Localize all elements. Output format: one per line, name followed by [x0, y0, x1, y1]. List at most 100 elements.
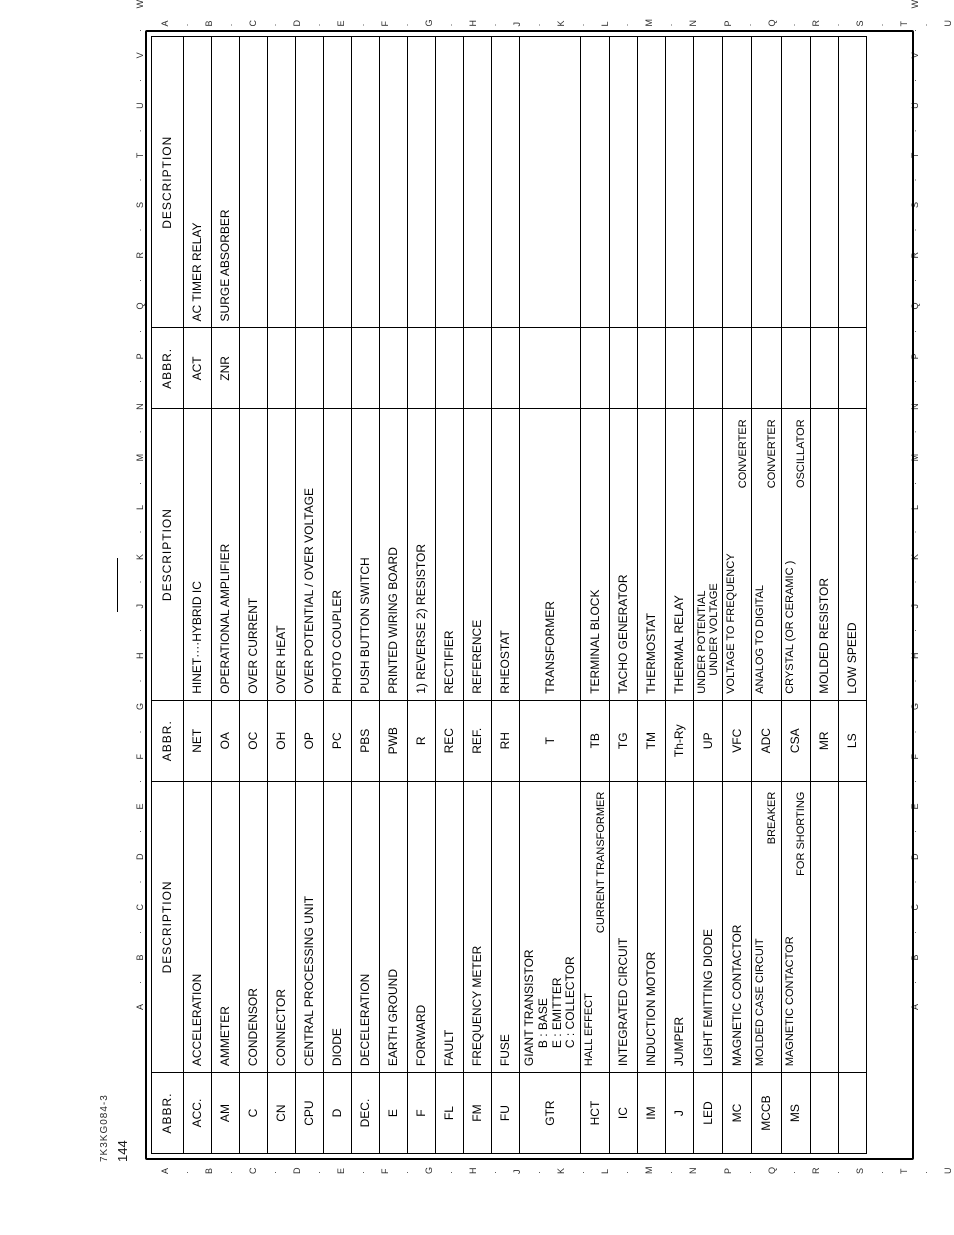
grid-letter: ·: [790, 1166, 799, 1175]
grid-letter: R: [812, 18, 821, 27]
abbr-cell: FM: [464, 1073, 492, 1154]
table-row: ACC.ACCELERATIONNETHINET····HYBRID ICACT…: [184, 37, 212, 1154]
abbr-cell: [324, 328, 352, 409]
desc-cell: TACHO GENERATOR: [610, 409, 638, 700]
grid-letter: A: [161, 1166, 170, 1175]
abbr-cell: MCCB: [752, 1073, 781, 1154]
desc-cell: [666, 37, 694, 328]
table-row: DDIODEPCPHOTO COUPLER: [324, 37, 352, 1154]
table-row: MCCBMOLDED CASE CIRCUITBREAKERADCANALOG …: [752, 37, 781, 1154]
desc-cell: [296, 37, 324, 328]
abbr-cell: F: [408, 1073, 436, 1154]
grid-letter: T: [900, 1166, 909, 1175]
grid-letter: ·: [579, 1166, 588, 1175]
desc-cell: PRINTED WIRING BOARD: [380, 409, 408, 700]
desc-cell: [436, 37, 464, 328]
grid-letter: Q: [768, 18, 777, 27]
desc-cell: [838, 781, 866, 1072]
abbr-cell: PWB: [380, 700, 408, 781]
desc-cell: RECTIFIER: [436, 409, 464, 700]
desc-cell: ANALOG TO DIGITALCONVERTER: [752, 409, 781, 700]
table-row: MCMAGNETIC CONTACTORVFCVOLTAGE TO FREQUE…: [723, 37, 752, 1154]
desc-cell: THERMAL RELAY: [666, 409, 694, 700]
grid-letter: P: [724, 1166, 733, 1175]
desc-cell: [268, 37, 296, 328]
col-header-abbr-1: ABBR.: [152, 1073, 184, 1154]
grid-letter: G: [425, 18, 434, 27]
grid-letter: B: [205, 18, 214, 27]
desc-cell: FUSE: [492, 781, 520, 1072]
table-row: FMFREQUENCY METERREF.REFERENCE: [464, 37, 492, 1154]
desc-cell: RHEOSTAT: [492, 409, 520, 700]
abbr-cell: PC: [324, 700, 352, 781]
grid-letter: ·: [227, 18, 236, 27]
abbr-cell: MC: [723, 1073, 752, 1154]
grid-letter: ·: [271, 1166, 280, 1175]
desc-cell: [492, 37, 520, 328]
desc-cell: [810, 781, 838, 1072]
grid-letter: P: [724, 18, 733, 27]
grid-letter: ·: [922, 18, 931, 27]
abbr-cell: [810, 328, 838, 409]
abbr-cell: OH: [268, 700, 296, 781]
abbr-cell: ACT: [184, 328, 212, 409]
table-row: ICINTEGRATED CIRCUITTGTACHO GENERATOR: [610, 37, 638, 1154]
grid-letter: N: [689, 1166, 698, 1175]
desc-cell: GIANT TRANSISTORB : BASEE : EMITTERC : C…: [520, 781, 581, 1072]
abbr-cell: REF.: [464, 700, 492, 781]
grid-letter: K: [557, 1166, 566, 1175]
grid-letter: ·: [447, 18, 456, 27]
grid-letter: J: [513, 1166, 522, 1175]
abbr-cell: [610, 328, 638, 409]
desc-cell: [464, 37, 492, 328]
grid-letter: ·: [447, 1166, 456, 1175]
desc-cell: OVER HEAT: [268, 409, 296, 700]
grid-letter: M: [645, 1166, 654, 1175]
abbr-cell: FU: [492, 1073, 520, 1154]
grid-letter: E: [337, 18, 346, 27]
abbr-cell: TM: [638, 700, 666, 781]
desc-cell: ACCELERATION: [184, 781, 212, 1072]
document-number: 7K3KG084-3: [99, 1094, 110, 1162]
abbr-cell: UP: [694, 700, 723, 781]
drawing-frame: ABBR. DESCRIPTION ABBR. DESCRIPTION ABBR…: [145, 30, 914, 1160]
table-row: LEDLIGHT EMITTING DIODEUPUNDER POTENTIAL…: [694, 37, 723, 1154]
table-row: EEARTH GROUNDPWBPRINTED WIRING BOARD: [380, 37, 408, 1154]
abbr-cell: CN: [268, 1073, 296, 1154]
desc-cell: [781, 37, 810, 328]
grid-letter: ·: [227, 1166, 236, 1175]
grid-letter: S: [856, 18, 865, 27]
desc-cell: THERMOSTAT: [638, 409, 666, 700]
grid-letter: ·: [491, 1166, 500, 1175]
grid-letter: ·: [403, 1166, 412, 1175]
desc-cell: FREQUENCY METER: [464, 781, 492, 1072]
abbr-cell: [380, 328, 408, 409]
table-row: MSMAGNETIC CONTACTORFOR SHORTINGCSACRYST…: [781, 37, 810, 1154]
abbr-cell: RH: [492, 700, 520, 781]
grid-letter: L: [601, 1166, 610, 1175]
grid-letter: E: [337, 1166, 346, 1175]
drawing-sheet: 7K3KG084-3 144 A · B · C · D · E · F · G…: [145, 30, 914, 1160]
table-header-row: ABBR. DESCRIPTION ABBR. DESCRIPTION ABBR…: [152, 37, 184, 1154]
table-row: GTRGIANT TRANSISTORB : BASEE : EMITTERC …: [520, 37, 581, 1154]
grid-letter: ·: [746, 1166, 755, 1175]
grid-letter: S: [856, 1166, 865, 1175]
desc-cell: DECELERATION: [352, 781, 380, 1072]
desc-cell: MAGNETIC CONTACTOR: [723, 781, 752, 1072]
desc-cell: LIGHT EMITTING DIODE: [694, 781, 723, 1072]
grid-letter: C: [249, 1166, 258, 1175]
grid-letter: ·: [623, 1166, 632, 1175]
desc-cell: MOLDED RESISTOR: [810, 409, 838, 700]
abbr-cell: Th-Ry: [666, 700, 694, 781]
desc-cell: TRANSFORMER: [520, 409, 581, 700]
desc-cell: INDUCTION MOTOR: [638, 781, 666, 1072]
grid-letter: ·: [359, 1166, 368, 1175]
abbr-cell: ZNR: [212, 328, 240, 409]
abbr-cell: IC: [610, 1073, 638, 1154]
desc-cell: CENTRAL PROCESSING UNIT: [296, 781, 324, 1072]
abbr-cell: MS: [781, 1073, 810, 1154]
table-row: HCTHALL EFFECTCURRENT TRANSFORMERTBTERMI…: [581, 37, 610, 1154]
table-row: MRMOLDED RESISTOR: [810, 37, 838, 1154]
desc-cell: TERMINAL BLOCK: [581, 409, 610, 700]
desc-cell: AMMETER: [212, 781, 240, 1072]
